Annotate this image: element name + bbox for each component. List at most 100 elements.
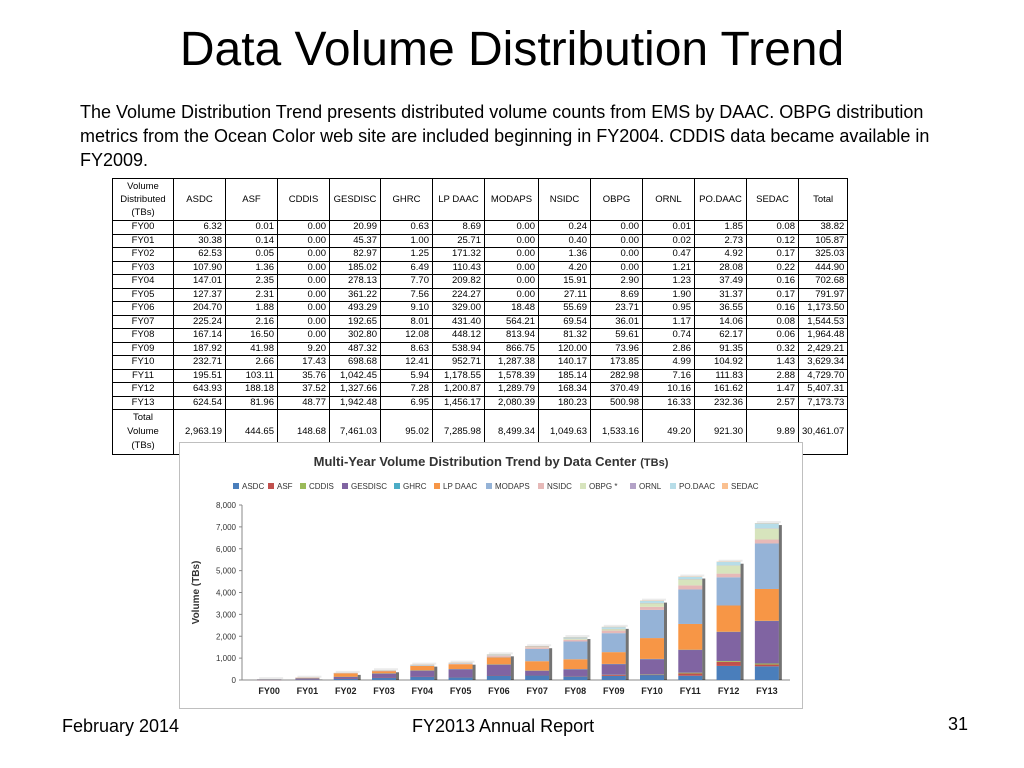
corner-header-line: Distributed <box>120 194 166 205</box>
table-cell: 31.37 <box>694 287 747 302</box>
table-cell: 0.16 <box>746 274 799 289</box>
table-cell: 0.17 <box>746 287 799 302</box>
table-cell: 147.01 <box>173 274 226 289</box>
bar-segment <box>678 623 703 650</box>
table-row: FY01 30.38 0.14 0.00 45.37 1.00 25.71 0.00 0.40 0… <box>112 233 849 248</box>
table-cell: 15.91 <box>538 274 591 289</box>
bar-segment <box>410 676 435 680</box>
x-tick-label: FY13 <box>756 686 778 696</box>
table-cell: 69.54 <box>538 314 591 329</box>
bar-segment <box>410 664 435 666</box>
table-cell: 161.62 <box>694 382 747 397</box>
bar-shadow <box>625 628 629 680</box>
bar-segment <box>640 609 664 639</box>
table-cell: 2.73 <box>694 233 747 248</box>
table-cell: 120.00 <box>538 341 591 356</box>
table-cell: 9.10 <box>380 301 433 316</box>
table-row: FY12 643.93 188.18 37.52 1,327.66 7.28 1,200.8… <box>112 382 849 397</box>
table-cell: 6.49 <box>380 260 433 275</box>
table-cell: 1,289.79 <box>484 382 539 397</box>
table-cell: 81.32 <box>538 328 591 343</box>
table-cell: 1.43 <box>746 355 799 370</box>
table-cell: 23.71 <box>590 301 643 316</box>
table-cell: 1.00 <box>380 233 433 248</box>
table-cell: 12.41 <box>380 355 433 370</box>
table-cell: 62.53 <box>173 247 226 262</box>
row-label: FY05 <box>112 287 174 302</box>
table-cell: 1,200.87 <box>432 382 485 397</box>
table-cell: 370.49 <box>590 382 643 397</box>
bar-segment <box>716 665 741 680</box>
legend-label: ASDC <box>242 482 264 491</box>
y-tick-label: 4,000 <box>216 589 237 598</box>
bar-segment <box>754 620 779 664</box>
table-cell: 2.57 <box>746 395 799 410</box>
column-header: MODAPS <box>484 178 539 221</box>
table-cell: 20.99 <box>329 220 381 235</box>
row-label: FY03 <box>112 260 174 275</box>
bar-segment <box>486 664 511 676</box>
table-cell: 1,178.55 <box>432 368 485 383</box>
legend-swatch <box>486 483 492 489</box>
table-cell: 16.50 <box>225 328 278 343</box>
bar-shadow <box>472 664 476 680</box>
bar-shadow <box>549 648 553 680</box>
table-cell: 6.32 <box>173 220 226 235</box>
y-tick-label: 6,000 <box>216 545 237 554</box>
table-cell: 0.01 <box>642 220 695 235</box>
table-header-row: Volume Distributed (TBs) ASDC ASF CDDIS GES… <box>112 178 849 221</box>
legend-swatch <box>233 483 239 489</box>
table-cell: 5.94 <box>380 368 433 383</box>
bar-segment <box>678 589 703 624</box>
table-cell: 27.11 <box>538 287 591 302</box>
bar-segment <box>678 579 703 586</box>
table-body: FY00 6.32 0.01 0.00 20.99 0.63 8.69 0.00 0.24 0.0… <box>112 220 849 455</box>
table-cell: 0.16 <box>746 301 799 316</box>
bar-segment <box>754 539 779 544</box>
bar-segment <box>754 528 779 540</box>
table-cell: 2,429.21 <box>797 341 849 356</box>
row-label: FY04 <box>112 274 174 289</box>
legend-swatch <box>580 483 586 489</box>
bar-segment <box>601 664 626 675</box>
table-cell: 111.83 <box>694 368 747 383</box>
bar-segment <box>716 631 741 661</box>
bar-top-edge <box>450 660 475 663</box>
x-tick-label: FY04 <box>412 686 434 696</box>
bar-segment <box>678 672 703 674</box>
table-cell: 1,042.45 <box>329 368 381 383</box>
column-header: Total <box>797 178 849 221</box>
table-cell: 1.25 <box>380 247 433 262</box>
bar-segment <box>678 649 703 673</box>
table-cell: 813.94 <box>484 328 539 343</box>
table-cell: 0.08 <box>746 220 799 235</box>
table-row: FY13 624.54 81.96 48.77 1,942.48 6.95 1,456.17… <box>112 395 849 410</box>
footer-date: February 2014 <box>62 716 180 736</box>
bar-segment <box>678 673 703 676</box>
legend-label: ASF <box>277 482 293 491</box>
table-cell: 195.51 <box>173 368 226 383</box>
y-tick-label: 3,000 <box>216 610 237 619</box>
table-cell: 28.08 <box>694 260 747 275</box>
bar-segment <box>754 543 779 589</box>
row-label: FY06 <box>112 301 174 316</box>
x-tick-label: FY06 <box>488 686 510 696</box>
bar-segment <box>716 661 741 666</box>
table-cell: 110.43 <box>432 260 485 275</box>
bar-segment <box>410 670 435 677</box>
x-tick-label: FY09 <box>603 686 625 696</box>
table-cell: 104.92 <box>694 355 747 370</box>
bar-segment <box>525 646 550 648</box>
footer-report-name: FY2013 Annual Report <box>412 716 595 736</box>
bar-top-edge <box>259 677 284 680</box>
table-cell: 302.80 <box>329 328 381 343</box>
table-cell: 4.92 <box>694 247 747 262</box>
table-cell: 1,173.50 <box>797 301 849 316</box>
table-cell: 224.27 <box>432 287 485 302</box>
table-cell: 1.23 <box>642 274 695 289</box>
row-label: FY12 <box>112 382 174 397</box>
bar-segment <box>525 661 550 671</box>
total-cell: 30,461.07 <box>797 409 849 455</box>
bar-top-edge <box>756 521 781 524</box>
table-cell: 1,456.17 <box>432 395 485 410</box>
